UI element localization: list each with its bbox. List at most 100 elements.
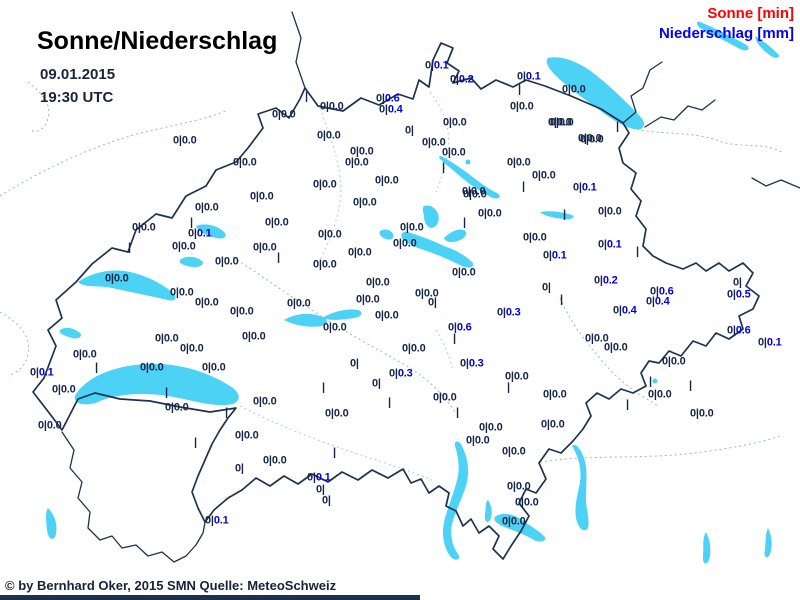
station-precip-value: 0.0 <box>325 129 341 142</box>
lake-annecy <box>46 508 57 539</box>
station-separator: | <box>616 120 619 133</box>
station-sun-value: 0 <box>462 185 468 198</box>
station-separator: | <box>292 297 296 310</box>
station-separator: | <box>220 255 224 268</box>
station-label: 0|0.0 <box>235 429 259 442</box>
station-separator: | <box>380 309 384 322</box>
station-precip-value: 0.6 <box>384 92 400 105</box>
station-sun-value: 0 <box>375 174 381 187</box>
station-sun-value: 0 <box>460 357 466 370</box>
station-sun-value: 0 <box>375 309 381 322</box>
station-sun-value: 0 <box>727 288 733 301</box>
station-sun-value: 0 <box>443 116 449 129</box>
lake-lucerne <box>401 231 474 268</box>
station-precip-value: 0.0 <box>364 293 380 306</box>
station-sun-value: 0 <box>580 133 586 146</box>
station-label: 0|0.0 <box>580 133 604 146</box>
station-label: 0|0.1 <box>598 239 622 251</box>
station-separator: | <box>603 205 607 218</box>
lake-small-south-1 <box>702 532 711 564</box>
station-separator: | <box>653 388 657 401</box>
station-label: 0| <box>322 495 331 507</box>
station-label: 0|0.0 <box>105 272 129 285</box>
station-label: 0|0.0 <box>648 388 672 401</box>
station-precip-value: 0.0 <box>515 480 531 493</box>
station-separator: | <box>502 306 506 319</box>
station-precip-value: 0.0 <box>460 266 476 279</box>
station-label: 0|0.0 <box>38 419 62 432</box>
station-sun-value: 0 <box>523 231 529 244</box>
station-separator: | <box>465 357 469 370</box>
station-sun-value: 0 <box>502 445 508 458</box>
station-label: 0|0.0 <box>195 202 219 214</box>
station-sun-value: 0 <box>323 321 329 334</box>
station-label: 0|0.0 <box>233 156 257 169</box>
dotted-italy-south <box>539 435 781 463</box>
station-sun-value: 0 <box>287 297 293 310</box>
station-precip-value: 0.0 <box>178 286 194 299</box>
station-sun-value: 0 <box>505 370 511 383</box>
station-separator: | <box>655 285 659 298</box>
station-label: 0|0.0 <box>505 370 529 383</box>
station-precip-value: 0.0 <box>358 145 374 158</box>
station-separator: | <box>312 471 316 484</box>
station-sun-value: 0 <box>650 285 656 298</box>
station-separator: | <box>255 190 259 203</box>
station-separator: | <box>355 145 359 158</box>
copyright-text: © by Bernhard Oker, 2015 SMN Quelle: Met… <box>5 578 337 593</box>
lake-brienz <box>322 309 362 320</box>
lake-walen <box>540 211 574 220</box>
lake-joux <box>59 327 82 339</box>
station-sun-value: 0 <box>733 276 739 289</box>
station-label: 0| <box>733 276 742 289</box>
station-precip-value: 0.1 <box>766 336 782 349</box>
station-separator: | <box>194 436 197 449</box>
station-sun-value: 0 <box>105 272 111 285</box>
station-precip-value: 0.6 <box>735 324 751 337</box>
station-precip-value: 0.0 <box>549 418 565 431</box>
station-label: 0|0.6 <box>376 92 400 105</box>
station-sun-value: 0 <box>379 103 385 116</box>
station-precip-value: 0.0 <box>656 388 672 401</box>
station-precip-value: 0.0 <box>188 342 204 355</box>
station-sun-value: 0 <box>205 514 211 527</box>
dotted-lines-group <box>0 81 783 481</box>
station-separator: | <box>200 296 204 309</box>
station-sun-value: 0 <box>350 357 356 370</box>
lake-lugano <box>494 513 546 542</box>
station-label: 0|0.0 <box>353 197 377 209</box>
station-precip-value: 0.0 <box>510 515 526 528</box>
station-separator: | <box>381 92 385 105</box>
station-precip-value: 0.0 <box>295 297 311 310</box>
station-label: 0|0.0 <box>479 422 503 434</box>
station-label: 0|0.0 <box>393 238 417 250</box>
station-sun-value: 0 <box>38 419 44 432</box>
station-sun-value: 0 <box>463 188 469 201</box>
station-separator: | <box>546 418 550 431</box>
station-separator: | <box>350 156 354 169</box>
station-precip-value: 0.2 <box>602 274 618 287</box>
dotted-germany-east <box>631 127 783 153</box>
station-label: 0|0.0 <box>662 356 686 368</box>
station-separator: | <box>567 83 571 96</box>
station-separator: | <box>507 445 511 458</box>
station-separator: | <box>318 258 322 271</box>
station-sun-value: 0 <box>233 156 239 169</box>
station-precip-value: 0.0 <box>698 407 714 420</box>
station-separator: | <box>95 361 98 374</box>
station-precip-value: 0.0 <box>243 429 259 442</box>
station-separator: | <box>553 116 557 129</box>
station-separator: | <box>522 180 525 193</box>
station-precip-value: 0.0 <box>606 205 622 218</box>
station-separator: | <box>277 251 280 264</box>
station-separator: | <box>510 370 514 383</box>
station-label: | <box>616 120 619 133</box>
station-sun-value: 0 <box>402 342 408 355</box>
station-sun-value: 0 <box>235 429 241 442</box>
station-label: 0|0.0 <box>598 205 622 218</box>
station-label: 0| <box>405 125 414 137</box>
station-separator: | <box>57 383 61 396</box>
station-separator: | <box>636 245 639 258</box>
station-label: 0|0.0 <box>452 266 476 279</box>
station-sun-value: 0 <box>415 287 421 300</box>
